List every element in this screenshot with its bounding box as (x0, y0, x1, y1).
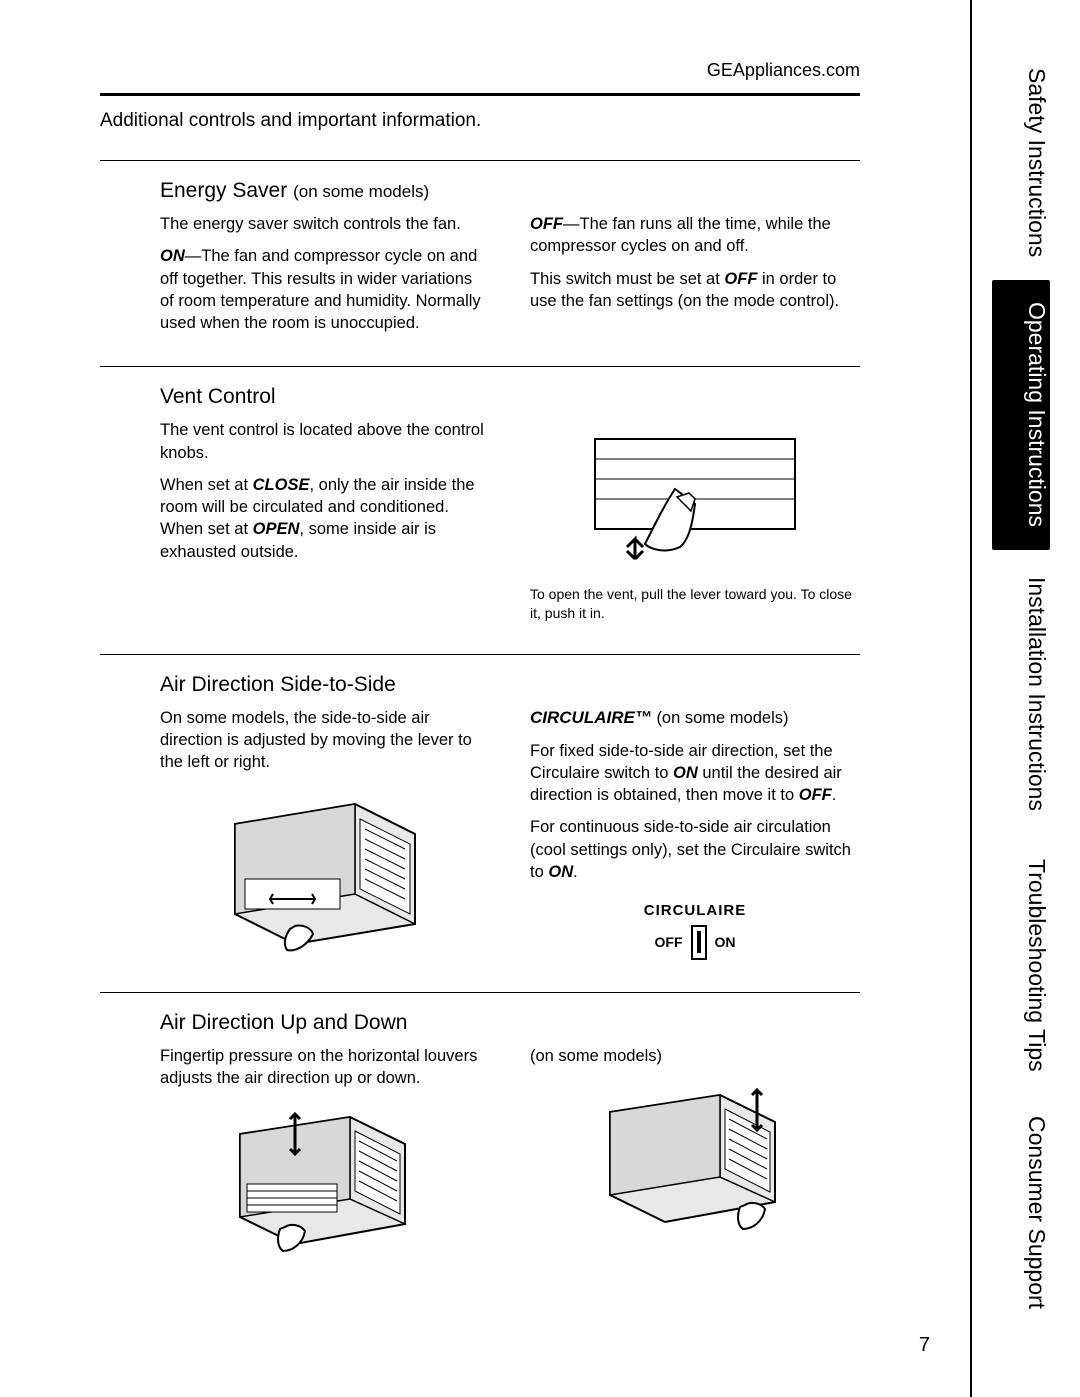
section-energy-saver: Energy Saver (on some models) The energy… (100, 179, 860, 344)
page-number: 7 (919, 1334, 930, 1357)
rule-3 (100, 654, 860, 655)
vent-lever-illustration (575, 429, 815, 579)
on-label: ON (715, 933, 736, 952)
heading-text: Energy Saver (160, 179, 287, 202)
tab-installation[interactable]: Installation Instructions (992, 550, 1050, 837)
vent-p1: The vent control is located above the co… (160, 419, 490, 464)
circulaire-switch-figure: CIRCULAIRE OFF ON (530, 901, 860, 960)
rule-1 (100, 160, 860, 161)
tab-operating[interactable]: Operating Instructions (992, 280, 1050, 550)
airup-p2: (on some models) (530, 1045, 860, 1067)
vent-p2: When set at CLOSE, only the air inside t… (160, 474, 490, 563)
tab-troubleshooting[interactable]: Troubleshooting Tips (992, 840, 1050, 1090)
airup-figure-2 (530, 1077, 860, 1232)
site-url: GEAppliances.com (100, 60, 860, 81)
airside-col-right: CIRCULAIRE™ (on some models) For fixed s… (530, 707, 860, 970)
airside-col-left: On some models, the side-to-side air dir… (160, 707, 490, 970)
page-intro: Additional controls and important inform… (100, 110, 860, 132)
tab-safety[interactable]: Safety Instructions (992, 50, 1050, 275)
airside-p1: On some models, the side-to-side air dir… (160, 707, 490, 774)
heading-energy-saver: Energy Saver (on some models) (160, 179, 860, 203)
side-tab-strip: Safety Instructions Operating Instructio… (970, 0, 1080, 1397)
section-air-side: Air Direction Side-to-Side On some model… (100, 673, 860, 970)
tab-consumer[interactable]: Consumer Support (992, 1095, 1050, 1330)
rule-top (100, 93, 860, 96)
switch-box (691, 925, 707, 959)
rule-4 (100, 992, 860, 993)
off-label: OFF (655, 933, 683, 952)
vent-col-left: The vent control is located above the co… (160, 419, 490, 631)
airup-col-left: Fingertip pressure on the horizontal lou… (160, 1045, 490, 1265)
energy-col-right: OFF—The fan runs all the time, while the… (530, 213, 860, 344)
heading-air-updown: Air Direction Up and Down (160, 1011, 860, 1035)
vent-col-right: To open the vent, pull the lever toward … (530, 419, 860, 631)
ac-unit-updown-illustration-1 (225, 1099, 425, 1254)
ac-unit-side-illustration (215, 784, 435, 954)
airside-p3: For continuous side-to-side air circulat… (530, 816, 860, 883)
energy-p1: The energy saver switch controls the fan… (160, 213, 490, 235)
airside-figure (160, 784, 490, 954)
heading-sub: (on some models) (293, 182, 429, 201)
airside-p2: For fixed side-to-side air direction, se… (530, 740, 860, 807)
section-air-updown: Air Direction Up and Down Fingertip pres… (100, 1011, 860, 1265)
circulaire-label: CIRCULAIRE (530, 901, 860, 921)
rule-2 (100, 366, 860, 367)
section-vent-control: Vent Control The vent control is located… (100, 385, 860, 631)
airup-col-right: (on some models) (530, 1045, 860, 1265)
heading-vent: Vent Control (160, 385, 860, 409)
circ-heading: CIRCULAIRE™ (on some models) (530, 707, 860, 730)
ac-unit-updown-illustration-2 (595, 1077, 795, 1232)
vent-figure: To open the vent, pull the lever toward … (530, 429, 860, 621)
energy-p4: This switch must be set at OFF in order … (530, 268, 860, 313)
energy-col-left: The energy saver switch controls the fan… (160, 213, 490, 344)
vent-caption: To open the vent, pull the lever toward … (530, 585, 860, 621)
airup-p1: Fingertip pressure on the horizontal lou… (160, 1045, 490, 1090)
airup-figure-1 (160, 1099, 490, 1254)
energy-p3: OFF—The fan runs all the time, while the… (530, 213, 860, 258)
energy-p2: ON—The fan and compressor cycle on and o… (160, 245, 490, 334)
heading-air-side: Air Direction Side-to-Side (160, 673, 860, 697)
